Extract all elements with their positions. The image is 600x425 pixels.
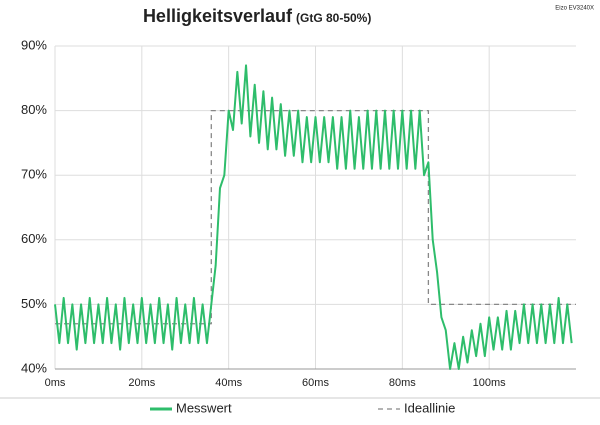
x-tick-label: 100ms [473,377,507,389]
y-tick-label: 60% [21,231,47,246]
y-tick-label: 50% [21,296,47,311]
legend-label: Ideallinie [404,400,455,415]
y-tick-label: 80% [21,102,47,117]
y-tick-label: 70% [21,167,47,182]
series-line [54,64,573,370]
series-line [55,109,576,325]
annotation: Eizo EV3240X [555,6,594,12]
y-tick-label: 40% [21,360,47,375]
x-tick-label: 20ms [128,377,155,389]
x-tick-label: 80ms [389,377,416,389]
x-tick-label: 60ms [302,377,329,389]
x-tick-label: 0ms [45,377,66,389]
chart-title: Helligkeitsverlauf [143,6,293,26]
chart-subtitle: (GtG 80-50%) [296,11,371,25]
legend-label: Messwert [176,400,232,415]
y-tick-label: 90% [21,37,47,52]
x-tick-label: 40ms [215,377,242,389]
